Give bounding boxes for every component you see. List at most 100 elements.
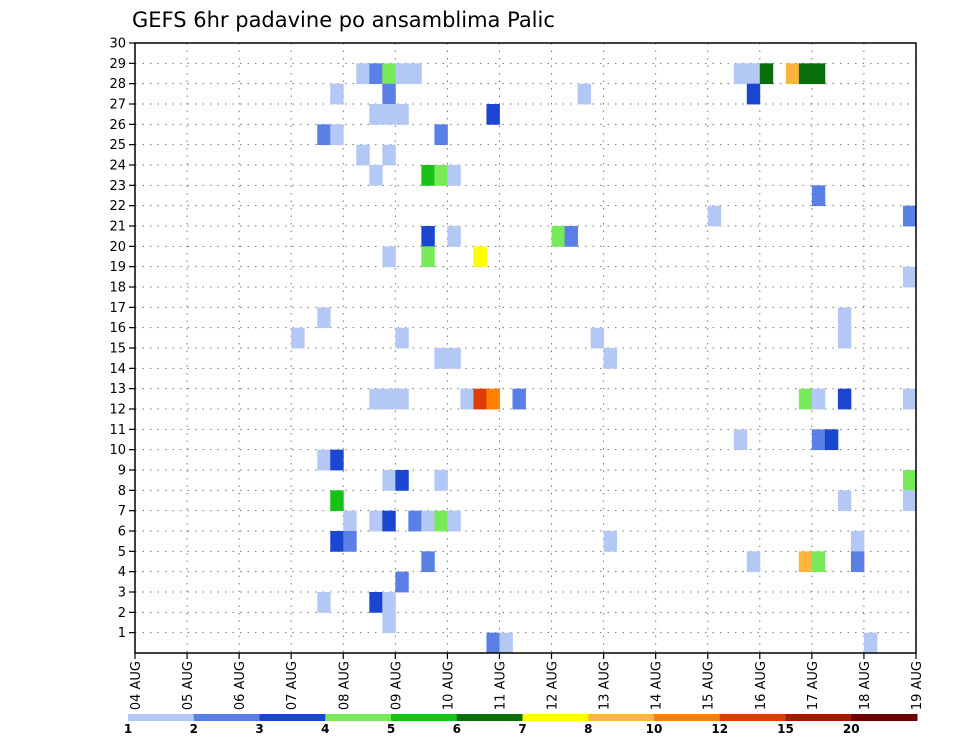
colorbar-swatch — [325, 714, 392, 721]
y-tick-label: 16 — [109, 321, 126, 336]
heatmap-cell — [382, 246, 396, 268]
heatmap-cell — [460, 388, 474, 410]
heatmap-cell — [811, 185, 826, 207]
heatmap-cell — [473, 246, 487, 268]
y-tick-label: 24 — [109, 159, 126, 174]
heatmap-cell — [317, 592, 331, 613]
heatmap-cell — [382, 612, 396, 634]
colorbar-label: 20 — [843, 722, 860, 736]
colorbar-label: 5 — [387, 722, 395, 736]
colorbar-label: 4 — [321, 722, 329, 736]
colorbar-swatch — [456, 714, 523, 721]
colorbar-swatch — [128, 714, 195, 721]
heatmap-cell — [902, 470, 917, 491]
colorbar-swatch — [719, 714, 786, 721]
colorbar-swatch — [588, 714, 655, 721]
heatmap-cell — [330, 531, 344, 552]
heatmap-cells — [291, 63, 917, 654]
y-tick-label: 3 — [118, 586, 126, 601]
heatmap-cell — [382, 510, 396, 532]
heatmap-cell — [837, 490, 852, 512]
heatmap-cell — [564, 226, 578, 247]
colorbar-swatch — [785, 714, 852, 721]
heatmap-cell — [421, 510, 435, 532]
heatmap-cell — [486, 632, 500, 654]
colorbar-label: 10 — [646, 722, 663, 736]
heatmap-cell — [447, 510, 461, 532]
heatmap-cell — [356, 144, 370, 166]
heatmap-cell — [798, 551, 813, 573]
x-tick-label: 10 AUG — [441, 661, 456, 710]
y-tick-label: 21 — [109, 220, 126, 235]
y-tick-label: 7 — [118, 504, 126, 519]
heatmap-cell — [395, 104, 409, 125]
heatmap-cell — [603, 531, 618, 552]
y-tick-label: 28 — [109, 77, 126, 92]
heatmap-cell — [330, 490, 344, 512]
colorbar: 1 2 3 4 5 6 7 8 10 12 15 20 — [124, 714, 918, 736]
heatmap-cell — [369, 63, 383, 85]
y-tick-label: 6 — [118, 525, 126, 540]
heatmap-cell — [902, 490, 917, 512]
colorbar-label: 2 — [190, 722, 198, 736]
y-tick-label: 14 — [109, 362, 126, 377]
heatmap-cell — [382, 144, 396, 166]
x-tick-label: 04 AUG — [129, 661, 144, 710]
y-tick-label: 20 — [109, 240, 126, 255]
colorbar-swatch — [851, 714, 918, 721]
heatmap-cell — [902, 388, 917, 410]
heatmap-cell — [434, 124, 448, 146]
heatmap-cell — [746, 83, 761, 105]
heatmap-cell — [590, 327, 604, 349]
y-tick-label: 4 — [118, 565, 126, 580]
colorbar-swatch — [654, 714, 721, 721]
heatmap-cell — [811, 551, 826, 573]
heatmap-cell — [369, 165, 383, 186]
y-tick-label: 25 — [109, 138, 126, 153]
heatmap-cell — [447, 226, 461, 247]
y-tick-label: 26 — [109, 118, 126, 133]
heatmap-cell — [837, 307, 852, 329]
heatmap-cell — [447, 165, 461, 186]
heatmap-cell — [330, 124, 344, 146]
x-tick-label: 12 AUG — [546, 661, 561, 710]
heatmap-cell — [291, 327, 305, 349]
heatmap-cell — [382, 470, 396, 491]
colorbar-label: 6 — [453, 722, 461, 736]
heatmap-cell — [356, 63, 370, 85]
x-tick-label: 13 AUG — [598, 661, 613, 710]
y-tick-label: 12 — [109, 403, 126, 418]
y-tick-label: 18 — [109, 281, 126, 296]
heatmap-cell — [434, 348, 448, 369]
heatmap-cell — [369, 104, 383, 125]
heatmap-cell — [382, 104, 396, 125]
heatmap-cell — [317, 124, 331, 146]
y-tick-label: 2 — [118, 606, 126, 621]
heatmap-cell — [369, 388, 383, 410]
x-tick-label: 08 AUG — [337, 661, 352, 710]
heatmap-cell — [408, 510, 422, 532]
heatmap-cell — [317, 449, 331, 471]
heatmap-cell — [811, 63, 826, 85]
heatmap-cell — [863, 632, 878, 654]
heatmap-cell — [759, 63, 774, 85]
heatmap-cell — [512, 388, 526, 410]
heatmap-cell — [486, 388, 500, 410]
y-tick-label: 17 — [109, 301, 126, 316]
heatmap-cell — [837, 388, 852, 410]
y-tick-label: 13 — [109, 382, 126, 397]
heatmap-cell — [434, 470, 448, 491]
heatmap-cell — [551, 226, 565, 247]
y-tick-label: 22 — [109, 199, 126, 214]
y-tick-label: 8 — [118, 484, 126, 499]
x-tick-label: 07 AUG — [285, 661, 300, 710]
colorbar-label: 3 — [255, 722, 263, 736]
heatmap-cell — [421, 551, 435, 573]
heatmap-cell — [447, 348, 461, 369]
heatmap-cell — [486, 104, 500, 125]
chart-title: GEFS 6hr padavine po ansamblima Palic — [132, 8, 555, 32]
y-tick-label: 10 — [109, 443, 126, 458]
heatmap-cell — [382, 63, 396, 85]
heatmap-cell — [434, 165, 448, 186]
heatmap-cell — [421, 246, 435, 268]
